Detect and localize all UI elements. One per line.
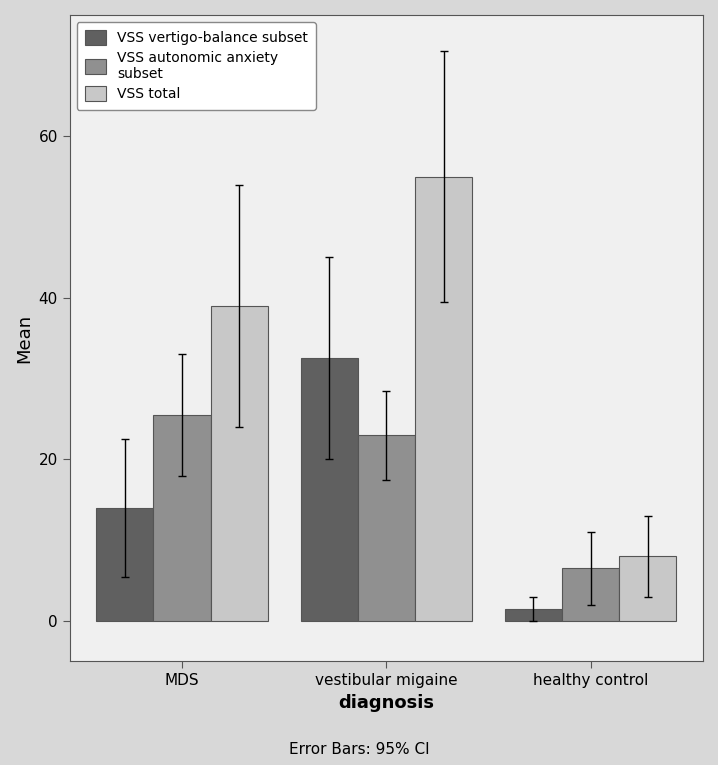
Bar	[210, 306, 268, 621]
Bar	[415, 177, 472, 621]
X-axis label: diagnosis: diagnosis	[338, 694, 434, 711]
Bar	[358, 435, 415, 621]
Bar	[619, 556, 676, 621]
Legend: VSS vertigo-balance subset, VSS autonomic anxiety
subset, VSS total: VSS vertigo-balance subset, VSS autonomi…	[77, 22, 316, 109]
Y-axis label: Mean: Mean	[15, 314, 33, 363]
Bar	[505, 609, 562, 621]
Bar	[154, 415, 210, 621]
Bar	[96, 508, 154, 621]
Bar	[562, 568, 619, 621]
Bar	[301, 358, 358, 621]
Text: Error Bars: 95% CI: Error Bars: 95% CI	[289, 741, 429, 757]
